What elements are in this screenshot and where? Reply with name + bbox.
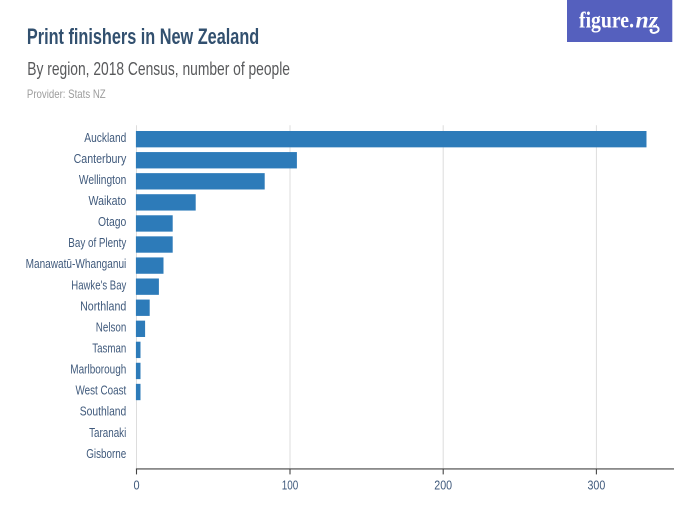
svg-text:200: 200 (434, 479, 452, 493)
svg-text:Manawatū-Whanganui: Manawatū-Whanganui (26, 256, 127, 271)
svg-text:figure.: figure. (579, 7, 634, 32)
svg-text:Hawke's Bay: Hawke's Bay (71, 277, 126, 292)
svg-text:Tasman: Tasman (92, 341, 126, 356)
svg-text:Waikato: Waikato (89, 193, 127, 208)
svg-text:Provider: Stats NZ: Provider: Stats NZ (27, 87, 106, 101)
svg-text:Marlborough: Marlborough (70, 362, 126, 377)
svg-text:Otago: Otago (98, 214, 126, 229)
svg-text:By region, 2018 Census, number: By region, 2018 Census, number of people (27, 59, 290, 79)
svg-text:Bay of Plenty: Bay of Plenty (68, 235, 126, 250)
svg-text:0: 0 (133, 479, 139, 493)
svg-text:Nelson: Nelson (96, 319, 127, 334)
svg-text:Auckland: Auckland (84, 130, 126, 145)
svg-text:100: 100 (282, 479, 299, 493)
svg-text:Gisborne: Gisborne (86, 446, 126, 461)
svg-text:West Coast: West Coast (76, 383, 127, 398)
svg-text:Northland: Northland (80, 298, 126, 313)
svg-text:300: 300 (588, 479, 606, 493)
svg-text:nz: nz (636, 7, 659, 32)
svg-text:Wellington: Wellington (79, 172, 126, 187)
svg-text:Southland: Southland (80, 404, 127, 419)
svg-text:Canterbury: Canterbury (74, 151, 127, 166)
svg-text:Print finishers in New Zealand: Print finishers in New Zealand (27, 24, 259, 49)
svg-text:Taranaki: Taranaki (89, 425, 126, 440)
